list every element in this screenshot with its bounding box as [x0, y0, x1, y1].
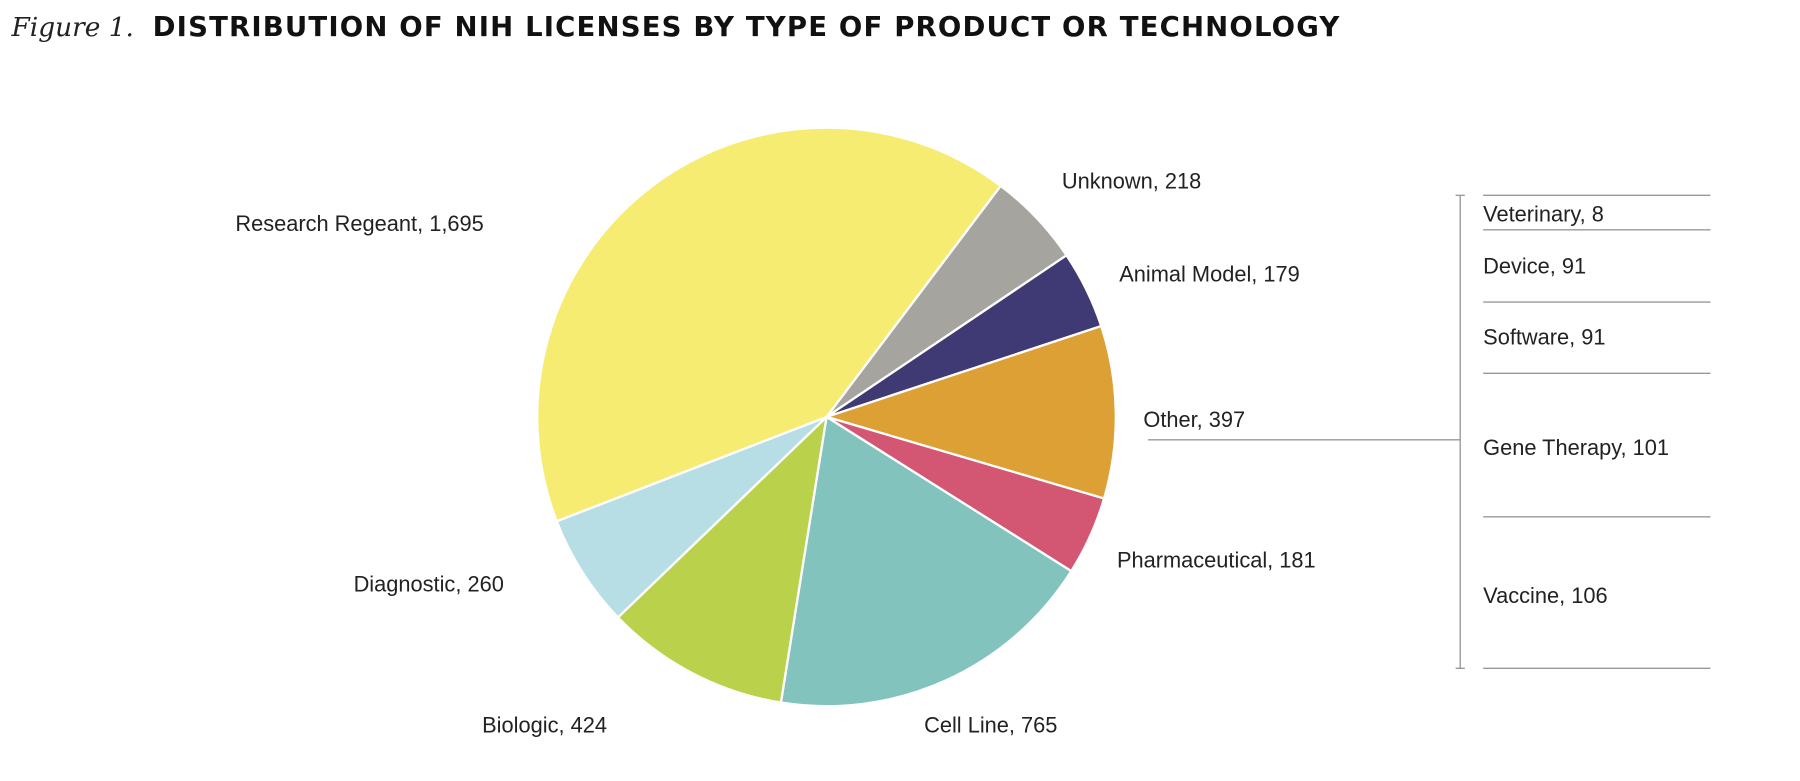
slice-label-other: Other, 397 [1143, 407, 1245, 432]
breakdown-label-gene-therapy: Gene Therapy, 101 [1483, 435, 1669, 460]
pie-slice-biologic [616, 413, 829, 704]
slice-label-pharmaceutical: Pharmaceutical, 181 [1117, 547, 1316, 572]
breakdown-label-veterinary: Veterinary, 8 [1483, 202, 1604, 227]
chart-title: DISTRIBUTION OF NIH LICENSES BY TYPE OF … [153, 11, 1341, 43]
breakdown-label-device: Device, 91 [1483, 253, 1586, 278]
slice-label-cell-line: Cell Line, 765 [924, 713, 1057, 738]
pie-slice-other [822, 324, 1117, 500]
slice-label-biologic: Biologic, 424 [482, 713, 607, 738]
pie-slice-cell-line [779, 415, 1073, 708]
pie-slice-diagnostic [555, 415, 828, 619]
slice-label-animal-model: Animal Model, 179 [1119, 261, 1300, 286]
slice-label-research-regeant: Research Regeant, 1,695 [235, 211, 483, 236]
slice-label-diagnostic: Diagnostic, 260 [354, 571, 504, 596]
pie-slice-research-regeant [536, 126, 1003, 523]
pie [536, 126, 1117, 708]
breakdown-label-software: Software, 91 [1483, 325, 1605, 350]
figure-label: Figure 1. [10, 12, 133, 43]
slice-label-unknown: Unknown, 218 [1062, 168, 1201, 193]
breakdown-label-vaccine: Vaccine, 106 [1483, 583, 1607, 608]
